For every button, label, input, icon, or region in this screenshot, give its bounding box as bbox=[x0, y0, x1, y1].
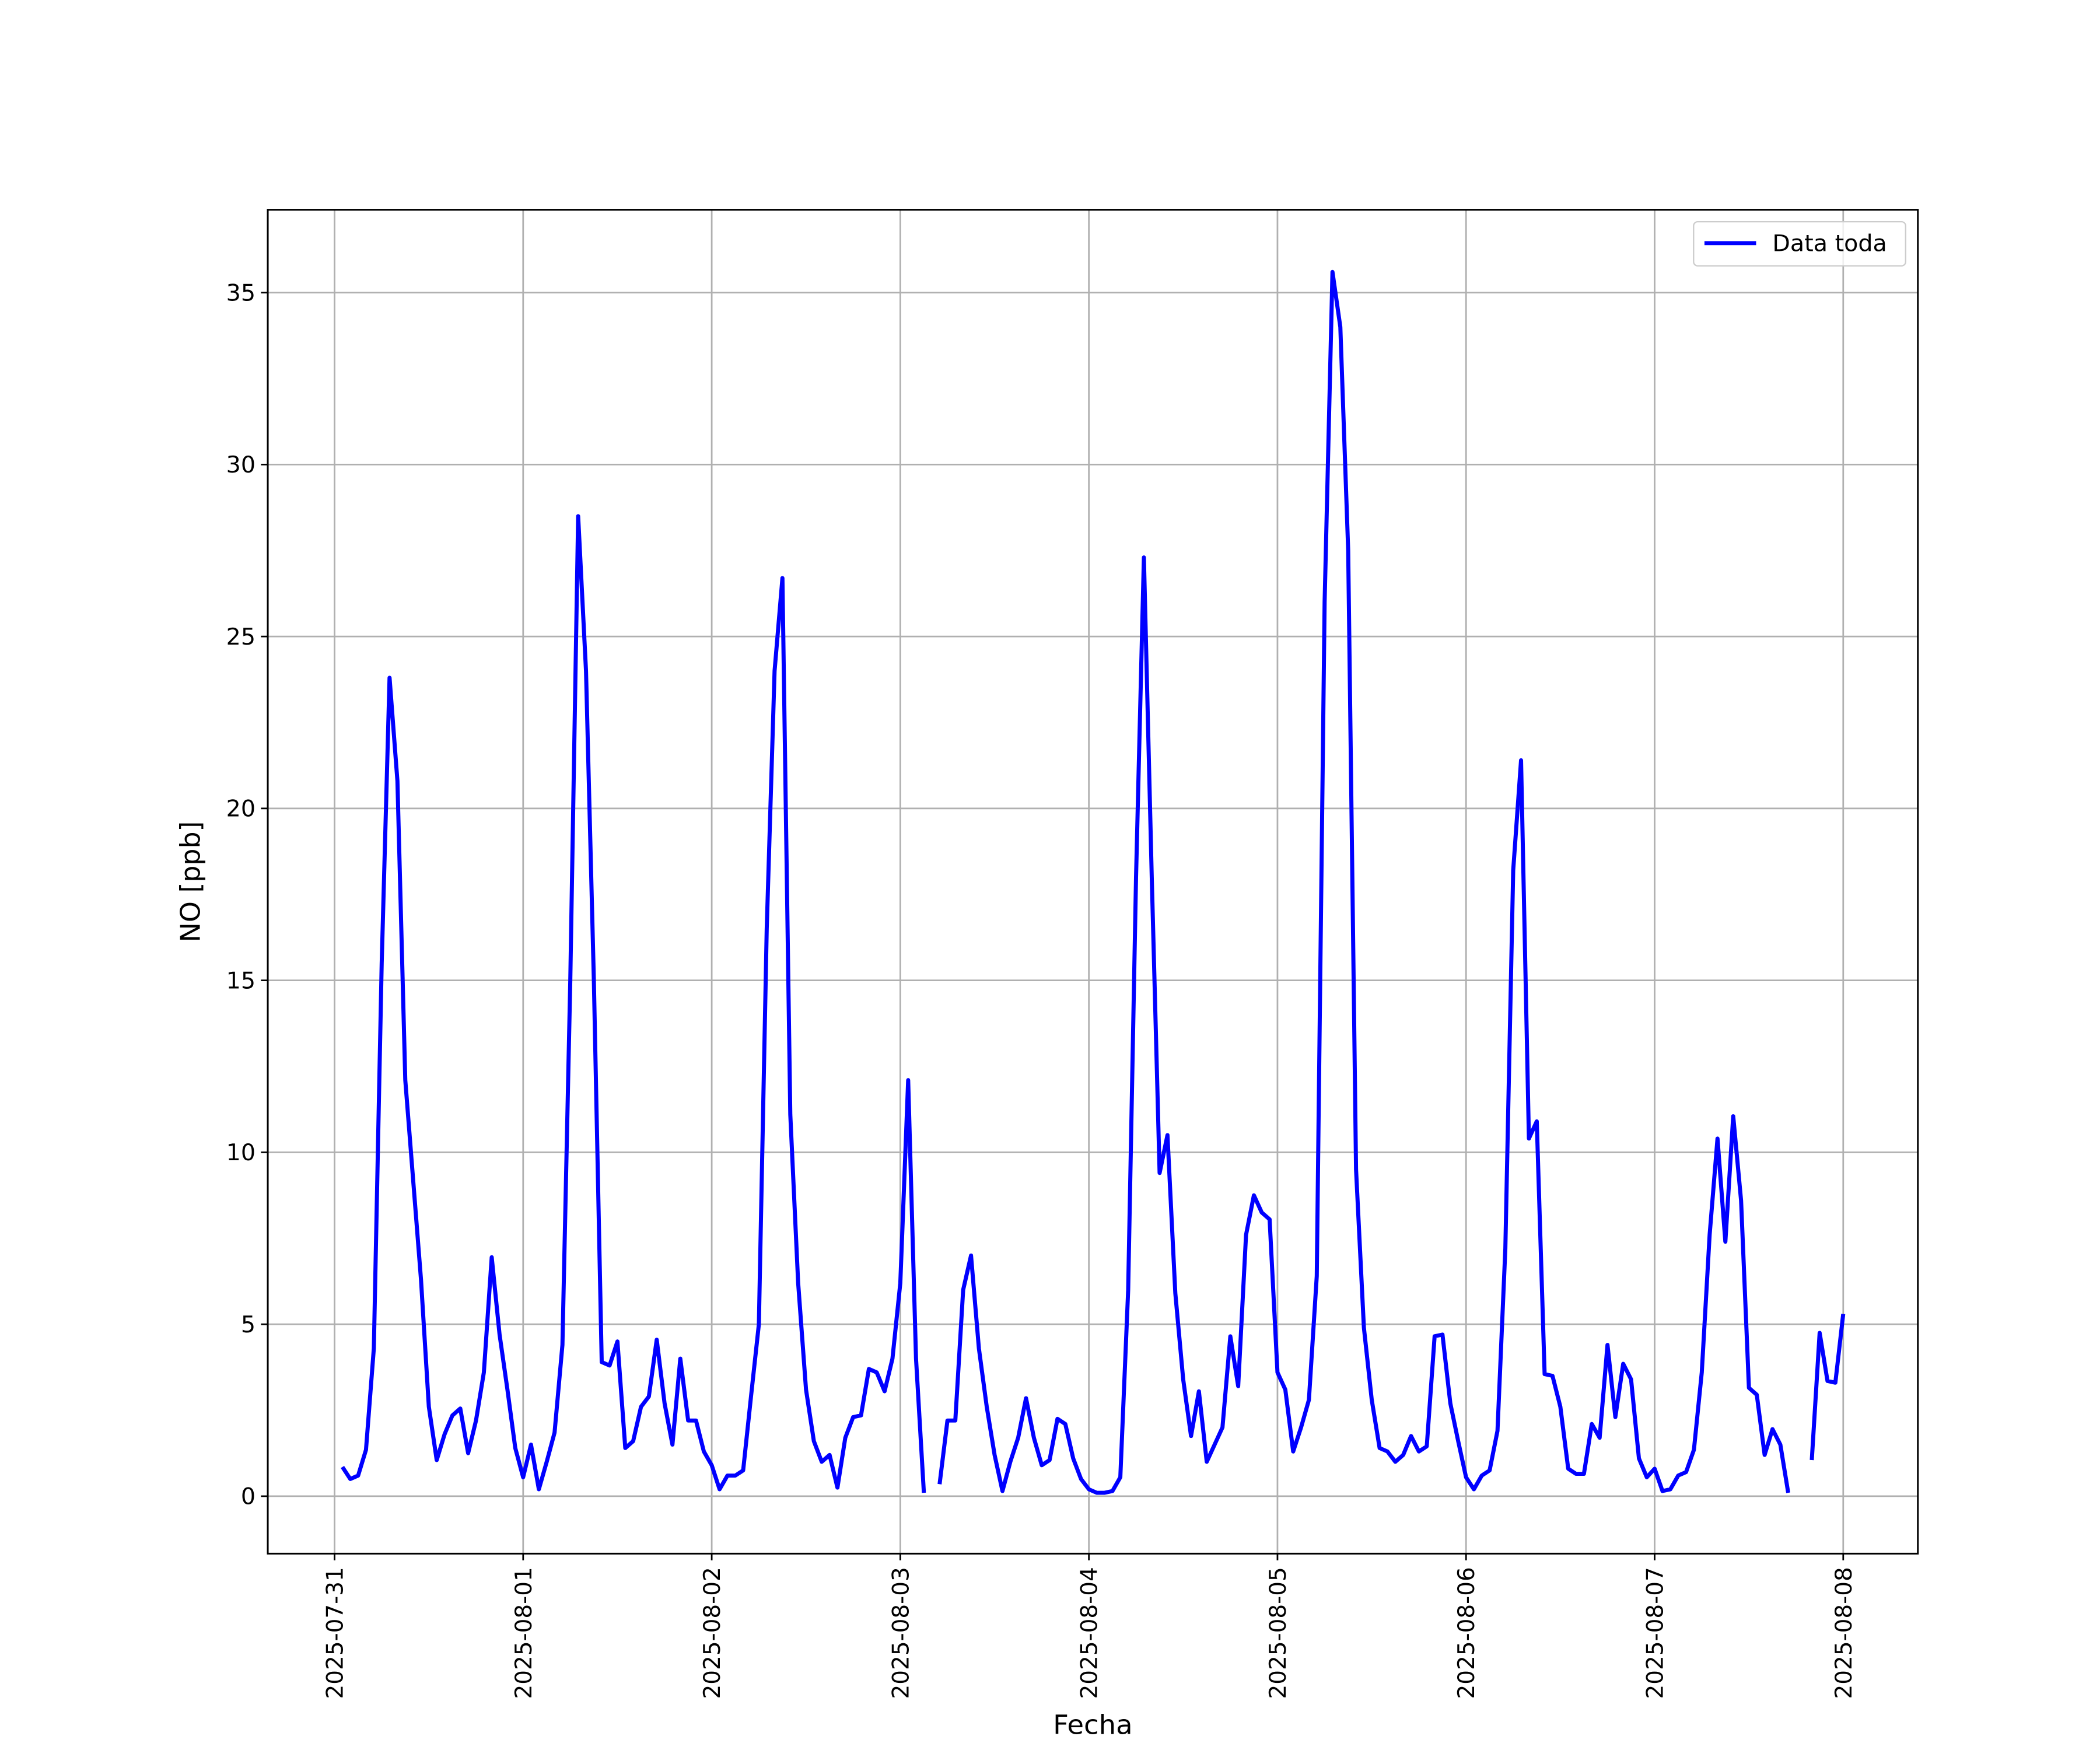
data-line bbox=[341, 270, 1846, 1495]
y-tick-label: 10 bbox=[226, 1140, 256, 1166]
x-tick-label: 2025-08-02 bbox=[699, 1567, 726, 1699]
y-tick-label: 20 bbox=[226, 796, 256, 822]
x-tick-label: 2025-08-07 bbox=[1642, 1567, 1668, 1699]
x-tick-label: 2025-08-03 bbox=[888, 1567, 914, 1699]
y-tick-label: 0 bbox=[241, 1484, 256, 1510]
axes-frame bbox=[267, 209, 1919, 1555]
y-tick-label: 15 bbox=[226, 968, 256, 995]
legend-box bbox=[1693, 221, 1906, 267]
x-tick-label: 2025-07-31 bbox=[322, 1567, 348, 1699]
x-tick-label: 2025-08-05 bbox=[1265, 1567, 1292, 1699]
x-tick-label: 2025-08-08 bbox=[1831, 1567, 1857, 1699]
x-axis-label: Fecha bbox=[1053, 1709, 1133, 1741]
y-tick-label: 5 bbox=[241, 1312, 256, 1338]
y-axis-label: NO [ppb] bbox=[174, 821, 206, 943]
legend-label: Data toda bbox=[1772, 231, 1887, 257]
x-tick-label: 2025-08-04 bbox=[1076, 1567, 1102, 1699]
y-tick-label: 25 bbox=[226, 624, 256, 650]
y-tick-label: 30 bbox=[226, 452, 256, 478]
x-tick-label: 2025-08-06 bbox=[1454, 1567, 1480, 1699]
x-tick-label: 2025-08-01 bbox=[510, 1567, 537, 1699]
y-tick-label: 35 bbox=[226, 281, 256, 307]
